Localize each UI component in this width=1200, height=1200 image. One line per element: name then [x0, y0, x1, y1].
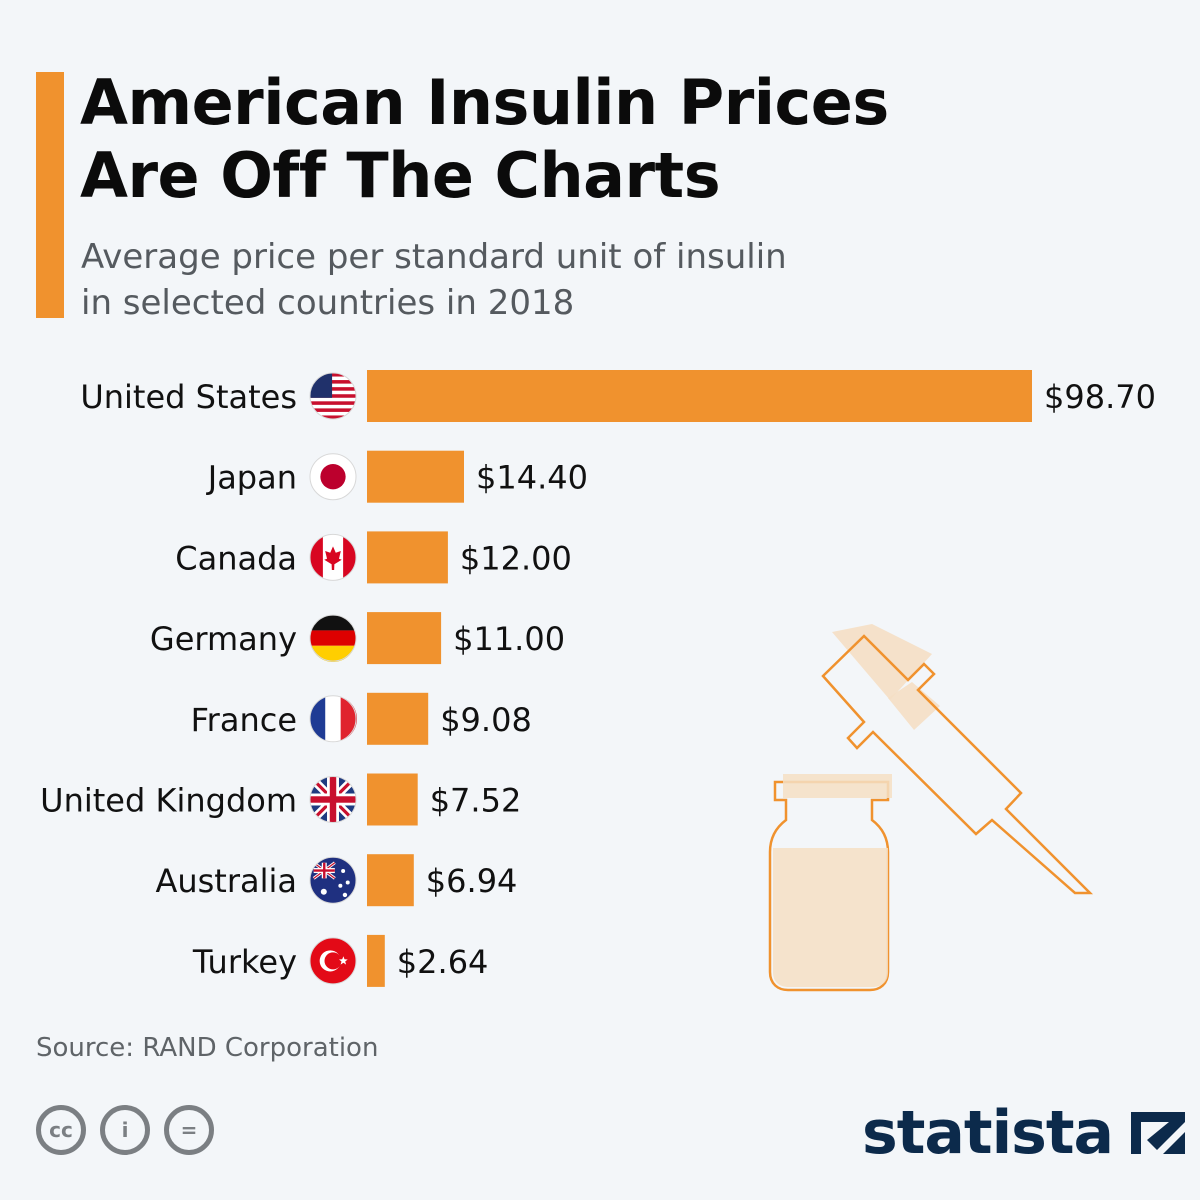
value-label: $11.00: [453, 620, 565, 658]
title-accent-bar: [36, 72, 64, 318]
canada-flag-icon: [309, 533, 357, 581]
insulin-vial-icon: [768, 774, 892, 992]
attribution-icon[interactable]: i: [100, 1105, 150, 1155]
title-line-2: Are Off The Charts: [80, 139, 721, 212]
category-label: France: [191, 701, 297, 739]
syringe-icon: [821, 624, 1094, 895]
bar-japan: [367, 450, 464, 503]
value-label: $7.52: [430, 782, 522, 820]
bar-united-kingdom: [367, 773, 418, 826]
statista-logo-mark-icon: [1131, 1112, 1186, 1154]
value-label: $2.64: [397, 943, 489, 981]
category-label: Australia: [155, 862, 297, 900]
no-derivatives-icon[interactable]: =: [164, 1105, 214, 1155]
japan-flag-icon: [309, 453, 357, 501]
bar-france: [367, 692, 429, 745]
value-label: $12.00: [460, 539, 572, 577]
bar-australia: [367, 854, 414, 907]
value-label: $9.08: [440, 701, 532, 739]
bar-canada: [367, 531, 448, 584]
bar-germany: [367, 612, 442, 665]
category-label: United Kingdom: [40, 782, 297, 820]
category-label: Canada: [175, 539, 297, 577]
cc-icon[interactable]: cc: [36, 1105, 86, 1155]
value-label: $6.94: [426, 862, 518, 900]
chart-subtitle: Average price per standard unit of insul…: [81, 234, 787, 326]
value-label: $98.70: [1044, 378, 1156, 416]
statista-logo[interactable]: statista: [862, 1098, 1189, 1168]
title-line-1: American Insulin Prices: [80, 66, 889, 139]
value-label: $14.40: [476, 459, 588, 497]
germany-flag-icon: [309, 614, 357, 663]
uk-flag-icon: [309, 776, 357, 823]
license-icons: cc i =: [36, 1105, 214, 1155]
us-flag-icon: [309, 372, 357, 420]
subtitle-line-1: Average price per standard unit of insul…: [81, 237, 787, 277]
bars-group: United States $98.70 Japan $14.40 Canada $12.…: [40, 370, 1156, 987]
australia-flag-icon: [309, 856, 357, 904]
category-label: United States: [80, 378, 297, 416]
subtitle-line-2: in selected countries in 2018: [81, 283, 575, 323]
category-label: Turkey: [192, 943, 297, 981]
category-label: Japan: [206, 459, 297, 497]
source-note: Source: RAND Corporation: [36, 1033, 379, 1063]
category-label: Germany: [150, 620, 297, 658]
chart-title: American Insulin Prices Are Off The Char…: [80, 66, 889, 212]
bar-united-states: [367, 370, 1032, 422]
statista-wordmark: statista: [862, 1098, 1114, 1168]
france-flag-icon: [309, 695, 357, 743]
bar-turkey: [367, 934, 385, 987]
turkey-flag-icon: [309, 937, 357, 985]
